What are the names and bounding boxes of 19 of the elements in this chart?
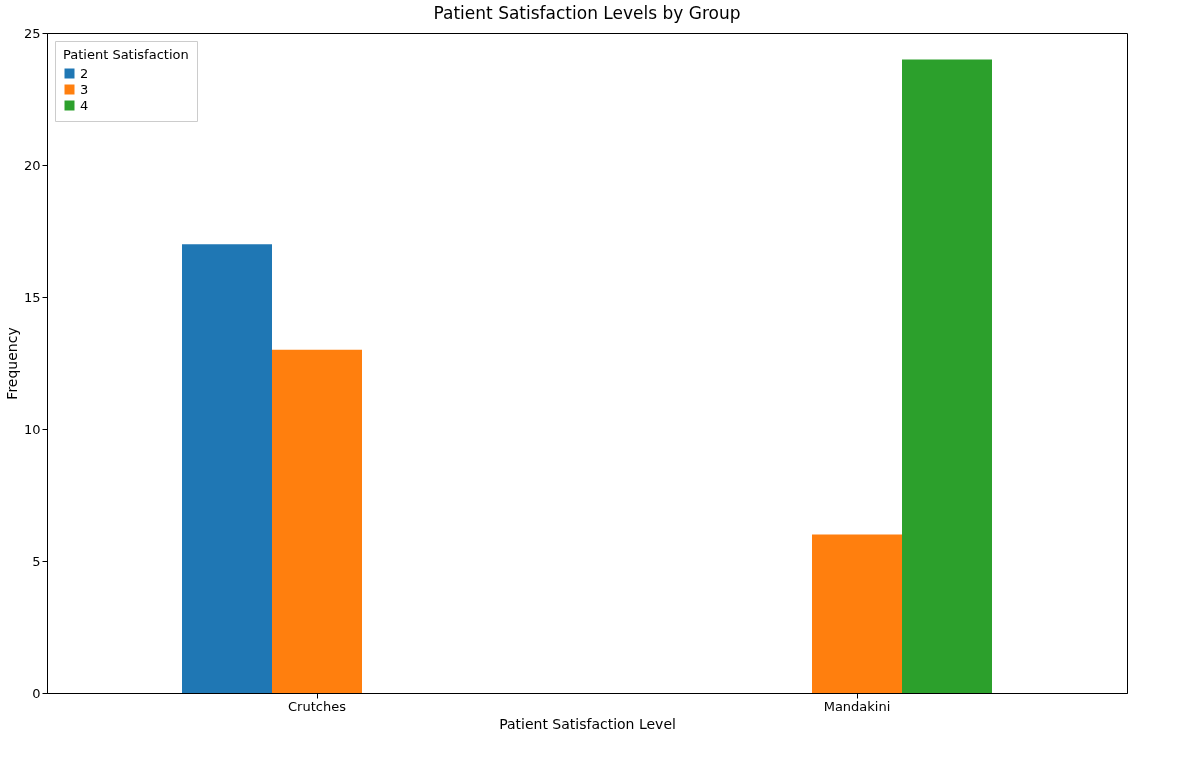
legend-label: 4	[80, 97, 89, 113]
x-tick-label: Mandakini	[823, 698, 891, 714]
bar	[182, 244, 272, 693]
legend-label: 2	[80, 65, 89, 81]
y-axis-title: Frequency	[3, 327, 20, 400]
bar	[272, 349, 362, 693]
legend-label: 3	[80, 81, 89, 97]
y-tick-label: 15	[23, 289, 41, 305]
bar	[902, 59, 992, 693]
y-tick-label: 20	[23, 157, 41, 173]
legend-title: Patient Satisfaction	[63, 47, 189, 62]
x-tick-label: Crutches	[288, 698, 347, 714]
y-tick-label: 5	[32, 553, 41, 569]
bar	[812, 534, 902, 693]
y-tick-label: 10	[23, 421, 41, 437]
chart-title: Patient Satisfaction Levels by Group	[433, 3, 741, 23]
y-tick-label: 25	[23, 25, 41, 41]
x-axis-title: Patient Satisfaction Level	[499, 715, 676, 732]
y-tick-label: 0	[32, 685, 41, 701]
